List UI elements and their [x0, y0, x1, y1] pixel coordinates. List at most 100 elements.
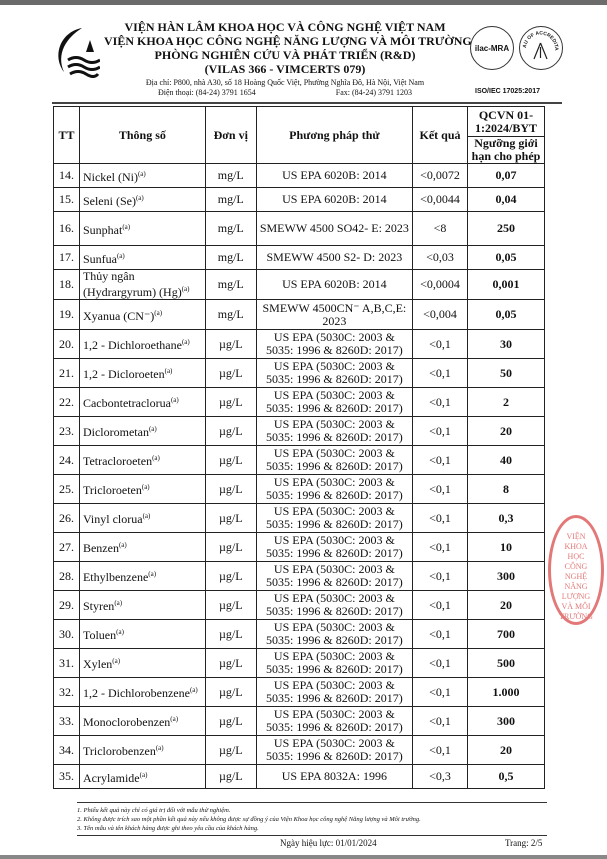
- parameter-name: Xyanua (CN⁻)(a): [78, 299, 206, 330]
- row-number: 15.: [53, 187, 80, 212]
- test-method: US EPA (5030C: 2003 & 5035: 1996 & 8260D…: [255, 648, 414, 678]
- parameter-label: Tricloroeten: [82, 483, 142, 497]
- result: <0,1: [412, 445, 468, 475]
- unit: µg/L: [204, 677, 257, 707]
- parameter-label: Xylen: [82, 657, 113, 671]
- unit: µg/L: [204, 706, 257, 736]
- row-number: 24.: [53, 445, 80, 475]
- table-row: 15. Seleni (Se)(a) mg/L US EPA 6020B: 20…: [53, 187, 546, 212]
- result: <0,0072: [412, 163, 468, 188]
- institute-logo: [58, 28, 100, 78]
- table-row: 30. Toluen(a) µg/L US EPA (5030C: 2003 &…: [53, 619, 546, 649]
- parameter-name: 1,2 - Dicloroeten(a): [78, 358, 206, 388]
- result: <0,1: [412, 561, 468, 591]
- parameter-name: 1,2 - Dichloroethane(a): [78, 329, 206, 359]
- scan-edge: [0, 855, 607, 859]
- test-method: SMEWW 4500 SO42- E: 2023: [255, 211, 414, 246]
- test-method: US EPA (5030C: 2003 & 5035: 1996 & 8260D…: [255, 503, 414, 533]
- limit: 20: [466, 416, 546, 446]
- table-row: 29. Styren(a) µg/L US EPA (5030C: 2003 &…: [53, 590, 546, 620]
- result: <0,1: [412, 619, 468, 649]
- footnote-marker: (a): [152, 454, 160, 462]
- parameter-label: Xyanua (CN⁻): [82, 308, 155, 323]
- red-stamp: VIỆN KHOA HỌC CÔNG NGHỆ NĂNG LƯỢNG VÀ MÔ…: [548, 515, 604, 625]
- table-row: 27. Benzen(a) µg/L US EPA (5030C: 2003 &…: [53, 532, 546, 562]
- letterhead: VIỆN HÀN LÂM KHOA HỌC VÀ CÔNG NGHỆ VIỆT …: [104, 20, 472, 98]
- limit: 1.000: [466, 677, 546, 707]
- limit: 0,5: [466, 764, 546, 789]
- unit: µg/L: [204, 503, 257, 533]
- note: 1. Phiếu kết quả này chỉ có giá trị đối …: [77, 807, 231, 814]
- table-row: 35. Acrylamide(a) µg/L US EPA 8032A: 199…: [53, 764, 546, 789]
- row-number: 20.: [53, 329, 80, 359]
- table-row: 26. Vinyl clorua(a) µg/L US EPA (5030C: …: [53, 503, 546, 533]
- test-method: US EPA (5030C: 2003 & 5035: 1996 & 8260D…: [255, 706, 414, 736]
- test-method: US EPA (5030C: 2003 & 5035: 1996 & 8260D…: [255, 329, 414, 359]
- test-method: SMEWW 4500CN⁻ A,B,C,E: 2023: [255, 299, 414, 330]
- footer-notes: 1. Phiếu kết quả này chỉ có giá trị đối …: [77, 806, 421, 833]
- note: 2. Không được trích sao một phần kết quả…: [77, 816, 421, 823]
- test-method: US EPA (5030C: 2003 & 5035: 1996 & 8260D…: [255, 445, 414, 475]
- boa-label: BUREAU OF ACCREDITATION: [520, 27, 559, 51]
- parameter-label: 1,2 - Dicloroeten: [82, 367, 165, 381]
- result: <0,1: [412, 735, 468, 765]
- table-row: 32. 1,2 - Dichlorobenzene(a) µg/L US EPA…: [53, 677, 546, 707]
- row-number: 33.: [53, 706, 80, 736]
- result: <0,3: [412, 764, 468, 789]
- table-row: 34. Triclorobenzen(a) µg/L US EPA (5030C…: [53, 735, 546, 765]
- footnote-marker: (a): [164, 367, 173, 375]
- phone: Điện thoại: (84-24) 3791 1654: [158, 88, 256, 97]
- parameter-name: Sunphat(a): [78, 211, 206, 246]
- limit: 0,04: [466, 187, 546, 212]
- parameter-label: Triclorobenzen: [82, 744, 156, 758]
- academy-name: VIỆN HÀN LÂM KHOA HỌC VÀ CÔNG NGHỆ VIỆT …: [124, 20, 446, 34]
- unit: µg/L: [204, 387, 257, 417]
- unit: µg/L: [204, 474, 257, 504]
- footnote-marker: (a): [148, 570, 157, 578]
- fax: Fax: (84-24) 3791 1203: [335, 88, 412, 97]
- footnote-marker: (a): [135, 193, 144, 202]
- parameter-name: Tricloroeten(a): [78, 474, 206, 504]
- row-number: 29.: [53, 590, 80, 620]
- limit: 700: [466, 619, 546, 649]
- table-row: 25. Tricloroeten(a) µg/L US EPA (5030C: …: [53, 474, 546, 504]
- test-method: SMEWW 4500 S2- D: 2023: [255, 245, 414, 270]
- results-table: TT Thông số Đơn vị Phương pháp thử Kết q…: [53, 106, 546, 789]
- unit: µg/L: [204, 532, 257, 562]
- parameter-name: Thủy ngân (Hydrargyrum) (Hg)(a): [78, 269, 206, 300]
- limit: 300: [466, 706, 546, 736]
- row-number: 22.: [53, 387, 80, 417]
- test-method: US EPA 8032A: 1996: [255, 764, 414, 789]
- col-param: Thông số: [78, 106, 206, 164]
- result: <0,1: [412, 532, 468, 562]
- limit: 0,001: [466, 269, 546, 300]
- limit: 0,05: [466, 245, 546, 270]
- row-number: 27.: [53, 532, 80, 562]
- unit: mg/L: [204, 187, 257, 212]
- limit: 20: [466, 735, 546, 765]
- test-method: US EPA 6020B: 2014: [255, 187, 414, 212]
- footnote-marker: (a): [116, 628, 124, 636]
- table-row: 14. Nickel (Ni)(a) mg/L US EPA 6020B: 20…: [53, 163, 546, 188]
- footnote-marker: (a): [116, 251, 125, 260]
- test-method: US EPA (5030C: 2003 & 5035: 1996 & 8260D…: [255, 358, 414, 388]
- parameter-name: Seleni (Se)(a): [78, 187, 206, 212]
- header-divider: [52, 102, 562, 104]
- parameter-name: Styren(a): [78, 590, 206, 620]
- result: <0,1: [412, 590, 468, 620]
- parameter-name: Benzen(a): [78, 532, 206, 562]
- table-row: 23. Diclorometan(a) µg/L US EPA (5030C: …: [53, 416, 546, 446]
- result: <0,1: [412, 677, 468, 707]
- unit: µg/L: [204, 358, 257, 388]
- boa-accreditation-seal: BUREAU OF ACCREDITATION: [519, 26, 563, 70]
- test-method: US EPA 6020B: 2014: [255, 269, 414, 300]
- footnote-marker: (a): [141, 483, 150, 491]
- parameter-label: Thủy ngân (Hydrargyrum) (Hg): [82, 269, 182, 299]
- test-method: US EPA (5030C: 2003 & 5035: 1996 & 8260D…: [255, 590, 414, 620]
- institute-name: VIỆN KHOA HỌC CÔNG NGHỆ NĂNG LƯỢNG VÀ MÔ…: [104, 34, 472, 48]
- table-row: 24. Tetracloroeten(a) µg/L US EPA (5030C…: [53, 445, 546, 475]
- footnote-marker: (a): [155, 744, 164, 752]
- test-method: US EPA (5030C: 2003 & 5035: 1996 & 8260D…: [255, 619, 414, 649]
- row-number: 14.: [53, 163, 80, 188]
- test-method: US EPA (5030C: 2003 & 5035: 1996 & 8260D…: [255, 561, 414, 591]
